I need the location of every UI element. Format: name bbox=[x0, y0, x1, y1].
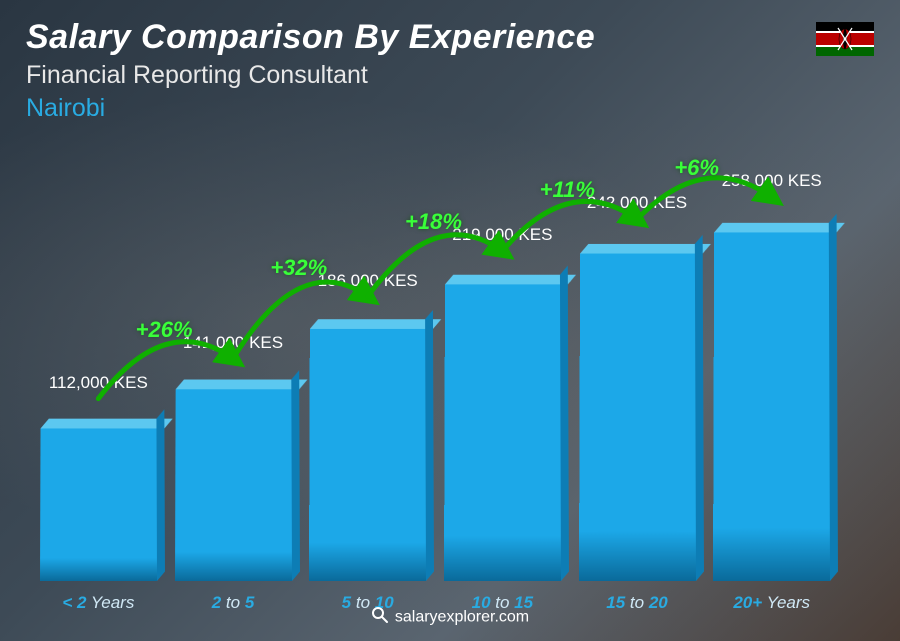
bar-value-label: 242,000 KES bbox=[587, 193, 687, 213]
bar-value-label: 219,000 KES bbox=[452, 225, 552, 245]
bar bbox=[175, 389, 292, 581]
growth-delta-label: +32% bbox=[270, 255, 327, 281]
growth-delta-label: +26% bbox=[136, 317, 193, 343]
bar-value-label: 141,000 KES bbox=[183, 333, 283, 353]
chart-subtitle: Financial Reporting Consultant bbox=[26, 61, 874, 90]
footer-site: salaryexplorer.com bbox=[395, 609, 529, 626]
bar-group: 112,000 KES< 2 Years bbox=[40, 145, 157, 581]
bar-group: 242,000 KES15 to 20 bbox=[579, 145, 696, 581]
growth-delta-label: +11% bbox=[540, 177, 595, 203]
bar bbox=[40, 428, 157, 581]
bar-value-label: 186,000 KES bbox=[318, 271, 418, 291]
bar-group: 258,000 KES20+ Years bbox=[713, 145, 830, 581]
growth-delta-label: +18% bbox=[405, 209, 462, 235]
chart-title: Salary Comparison By Experience bbox=[26, 18, 874, 57]
bar-value-label: 112,000 KES bbox=[49, 373, 148, 393]
magnifier-icon bbox=[371, 606, 389, 629]
kenya-flag-icon bbox=[816, 22, 874, 60]
bar bbox=[713, 233, 830, 581]
header: Salary Comparison By Experience Financia… bbox=[26, 18, 874, 123]
bar bbox=[579, 254, 696, 581]
chart-area: 112,000 KES< 2 Years141,000 KES2 to 5 186… bbox=[40, 145, 830, 581]
footer: salaryexplorer.com bbox=[0, 606, 900, 629]
bar bbox=[309, 329, 426, 581]
growth-delta-label: +6% bbox=[674, 155, 719, 181]
bar-group: 141,000 KES2 to 5 bbox=[175, 145, 292, 581]
bar bbox=[444, 284, 561, 581]
bar-value-label: 258,000 KES bbox=[722, 171, 822, 191]
chart-location: Nairobi bbox=[26, 94, 874, 123]
